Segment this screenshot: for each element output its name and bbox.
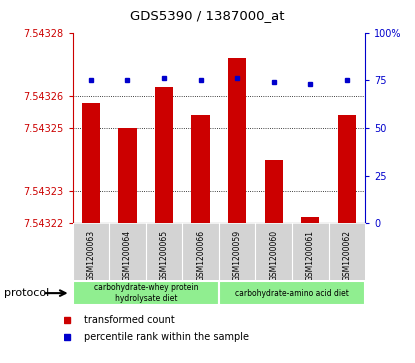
Bar bbox=[265, 160, 283, 223]
Bar bbox=[82, 102, 100, 223]
Text: percentile rank within the sample: percentile rank within the sample bbox=[84, 332, 249, 342]
Text: GDS5390 / 1387000_at: GDS5390 / 1387000_at bbox=[130, 9, 285, 22]
Text: carbohydrate-amino acid diet: carbohydrate-amino acid diet bbox=[235, 289, 349, 298]
Text: GSM1200062: GSM1200062 bbox=[342, 230, 352, 281]
Bar bbox=[118, 128, 137, 223]
Text: GSM1200063: GSM1200063 bbox=[86, 230, 95, 281]
Bar bbox=[155, 87, 173, 223]
Text: GSM1200060: GSM1200060 bbox=[269, 230, 278, 281]
Text: GSM1200064: GSM1200064 bbox=[123, 230, 132, 281]
Text: GSM1200059: GSM1200059 bbox=[233, 230, 242, 281]
Text: GSM1200066: GSM1200066 bbox=[196, 230, 205, 281]
Text: transformed count: transformed count bbox=[84, 315, 175, 325]
FancyBboxPatch shape bbox=[219, 281, 365, 305]
Bar bbox=[228, 58, 247, 223]
Bar bbox=[338, 115, 356, 223]
Bar bbox=[191, 115, 210, 223]
Bar bbox=[301, 217, 320, 223]
Text: protocol: protocol bbox=[4, 288, 49, 298]
Text: GSM1200061: GSM1200061 bbox=[306, 230, 315, 281]
Text: GSM1200065: GSM1200065 bbox=[159, 230, 168, 281]
Text: carbohydrate-whey protein
hydrolysate diet: carbohydrate-whey protein hydrolysate di… bbox=[93, 283, 198, 303]
FancyBboxPatch shape bbox=[73, 281, 219, 305]
